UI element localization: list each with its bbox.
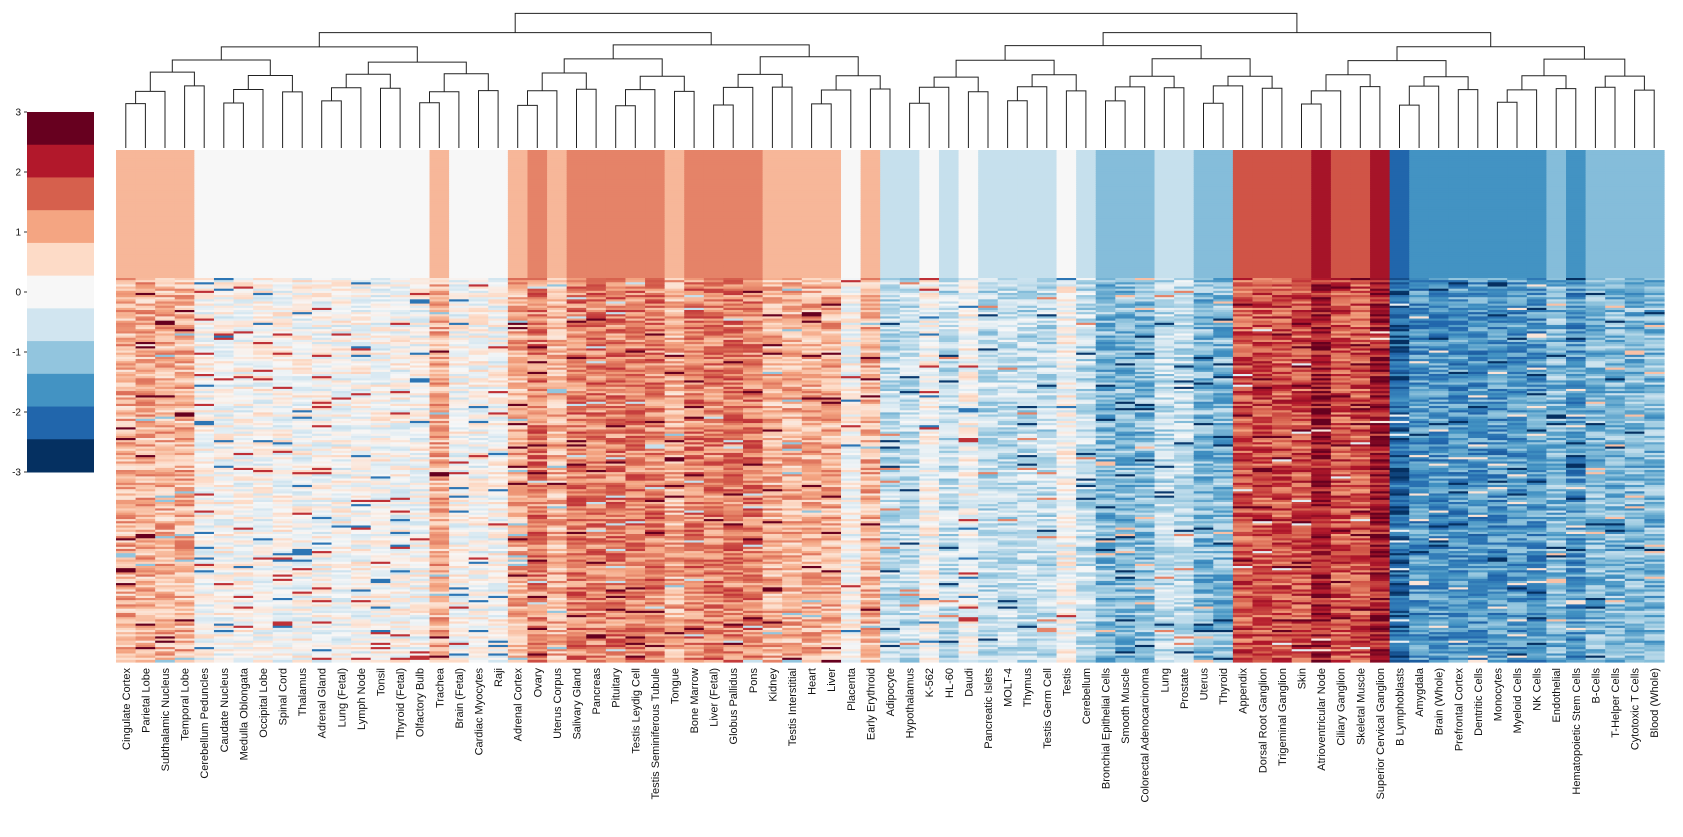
dendrogram-link	[479, 91, 499, 126]
dendrogram-link	[1397, 47, 1584, 61]
heatmap-column	[234, 150, 254, 663]
dendrogram-link	[1497, 102, 1517, 126]
dendrogram-link	[1032, 75, 1076, 91]
dendrogram-link	[136, 91, 165, 126]
dendrogram-link	[1106, 101, 1126, 126]
dendrogram-link	[1130, 76, 1174, 88]
dendrogram-link	[1302, 104, 1322, 126]
dendrogram-link	[1066, 91, 1086, 126]
dendrogram-link	[332, 88, 361, 126]
heatmap-cell	[234, 660, 254, 663]
dendrogram-link	[714, 105, 734, 126]
dendrogram-link	[283, 92, 303, 126]
dendrogram-link	[1008, 101, 1028, 126]
dendrogram-link	[760, 57, 858, 76]
dendrogram-link	[1458, 90, 1478, 126]
dendrogram-link	[1262, 88, 1282, 126]
dendrogram-link	[1400, 105, 1420, 126]
dendrogram-link	[126, 104, 146, 126]
dendrogram-link	[1017, 87, 1046, 126]
dendrogram-link	[528, 91, 557, 126]
dendrogram-link	[723, 87, 752, 126]
dendrogram-link	[185, 86, 205, 126]
heatmap-cell	[214, 660, 234, 663]
dendrogram-link	[1204, 103, 1224, 126]
dendrogram-link	[812, 104, 832, 126]
heatmap-cell	[136, 660, 156, 663]
dendrogram-link	[870, 89, 890, 126]
dendrogram-link	[1424, 77, 1468, 90]
heatmap-column	[155, 150, 175, 663]
dendrogram-link	[1103, 33, 1491, 47]
column-dendrogram	[126, 13, 1654, 148]
dendrogram-link	[821, 90, 850, 126]
dendrogram-link	[1635, 90, 1655, 126]
dendrogram-link	[234, 90, 263, 127]
dendrogram-link	[322, 101, 342, 126]
dendrogram-link	[518, 105, 538, 126]
dendrogram-link	[1311, 91, 1340, 126]
heatmap-column	[175, 150, 195, 663]
dendrogram-link	[1164, 88, 1184, 126]
dendrogram-link	[1326, 75, 1370, 91]
dendrogram-link	[368, 62, 466, 74]
heatmap-column	[136, 150, 156, 663]
heatmap-column	[253, 150, 273, 663]
dendrogram-link	[515, 13, 1297, 32]
dendrogram-link	[1228, 76, 1272, 88]
dendrogram-link	[1605, 76, 1644, 90]
dendrogram-link	[420, 103, 440, 126]
dendrogram-link	[1152, 59, 1250, 77]
heatmap-column	[116, 150, 136, 663]
dendrogram-link	[1409, 86, 1438, 126]
dendrogram-link	[150, 72, 194, 91]
heatmap-cell	[155, 660, 175, 663]
dendrogram-link	[224, 103, 244, 126]
dendrogram-link	[577, 89, 597, 126]
dendrogram-link	[346, 74, 390, 88]
dendrogram-link	[1213, 86, 1242, 126]
heatmap-grid	[116, 150, 1665, 663]
dendrogram-link	[1360, 87, 1380, 126]
dendrogram-link	[934, 77, 978, 92]
heatmap-column	[214, 150, 234, 663]
dendrogram-link	[772, 87, 792, 126]
heatmap-column	[194, 150, 214, 663]
dendrogram-link	[836, 76, 880, 90]
dendrogram-link	[919, 87, 948, 126]
dendrogram-link	[910, 103, 930, 126]
dendrogram-link	[968, 92, 988, 126]
dendrogram-link	[1556, 89, 1576, 126]
dendrogram-link	[542, 73, 586, 91]
dendrogram-link	[1115, 87, 1144, 126]
heatmap-cell	[194, 660, 214, 663]
dendrogram-link	[381, 88, 401, 126]
dendrogram-link	[1005, 46, 1201, 61]
dendrogram-link	[1595, 87, 1615, 126]
dendrogram-link	[444, 74, 488, 92]
heatmap-cell	[116, 660, 136, 663]
dendrogram-link	[675, 91, 695, 126]
dendrogram-link	[738, 74, 782, 87]
dendrogram-link	[564, 59, 662, 76]
dendrogram-link	[430, 92, 459, 126]
dendrogram-link	[172, 60, 270, 76]
heatmap-cell	[175, 660, 195, 663]
dendrogram-link	[616, 106, 636, 126]
dendrogram-link	[1544, 59, 1625, 76]
dendrogram-link	[626, 90, 655, 126]
heatmap-chart: 3210-1-2-3 Cingulate Cortex Parietal Lobe…	[0, 0, 1683, 837]
dendrogram-link	[1507, 90, 1536, 126]
dendrogram-link	[1522, 76, 1566, 90]
